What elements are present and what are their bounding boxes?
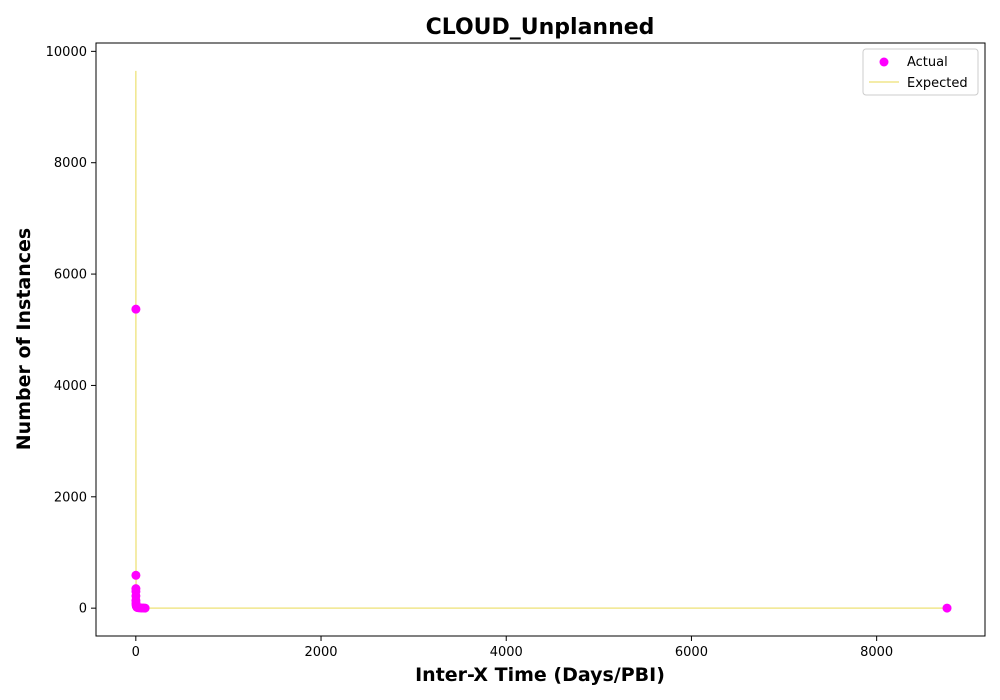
actual-point [131,304,141,314]
x-axis-label: Inter-X Time (Days/PBI) [415,664,665,686]
legend: Actual Expected [862,48,979,96]
y-axis-label: Number of Instances [13,228,35,450]
legend-expected-label: Expected [907,76,968,91]
legend-actual-label: Actual [907,55,948,70]
x-tick-label: 4000 [490,645,523,660]
x-tick-label: 0 [132,645,140,660]
actual-point [140,603,150,613]
y-tick-label: 0 [79,602,87,617]
y-tick-label: 4000 [54,379,87,394]
actual-point [942,603,952,613]
y-tick-label: 2000 [54,490,87,505]
x-tick-label: 2000 [304,645,337,660]
legend-actual-marker [879,57,889,67]
actual-point [131,570,141,580]
y-tick-label: 8000 [54,156,87,171]
chart-title: CLOUD_Unplanned [426,15,655,40]
legend-box [862,48,979,96]
x-axis: 0 2000 4000 6000 8000 [132,636,893,660]
x-tick-label: 6000 [675,645,708,660]
y-tick-label: 10000 [46,45,87,60]
actual-series [131,304,952,613]
y-axis: 0 2000 4000 6000 8000 10000 [46,45,96,617]
plot-area [95,42,986,637]
x-tick-label: 8000 [860,645,893,660]
plot-series [131,70,952,613]
y-tick-label: 6000 [54,268,87,283]
